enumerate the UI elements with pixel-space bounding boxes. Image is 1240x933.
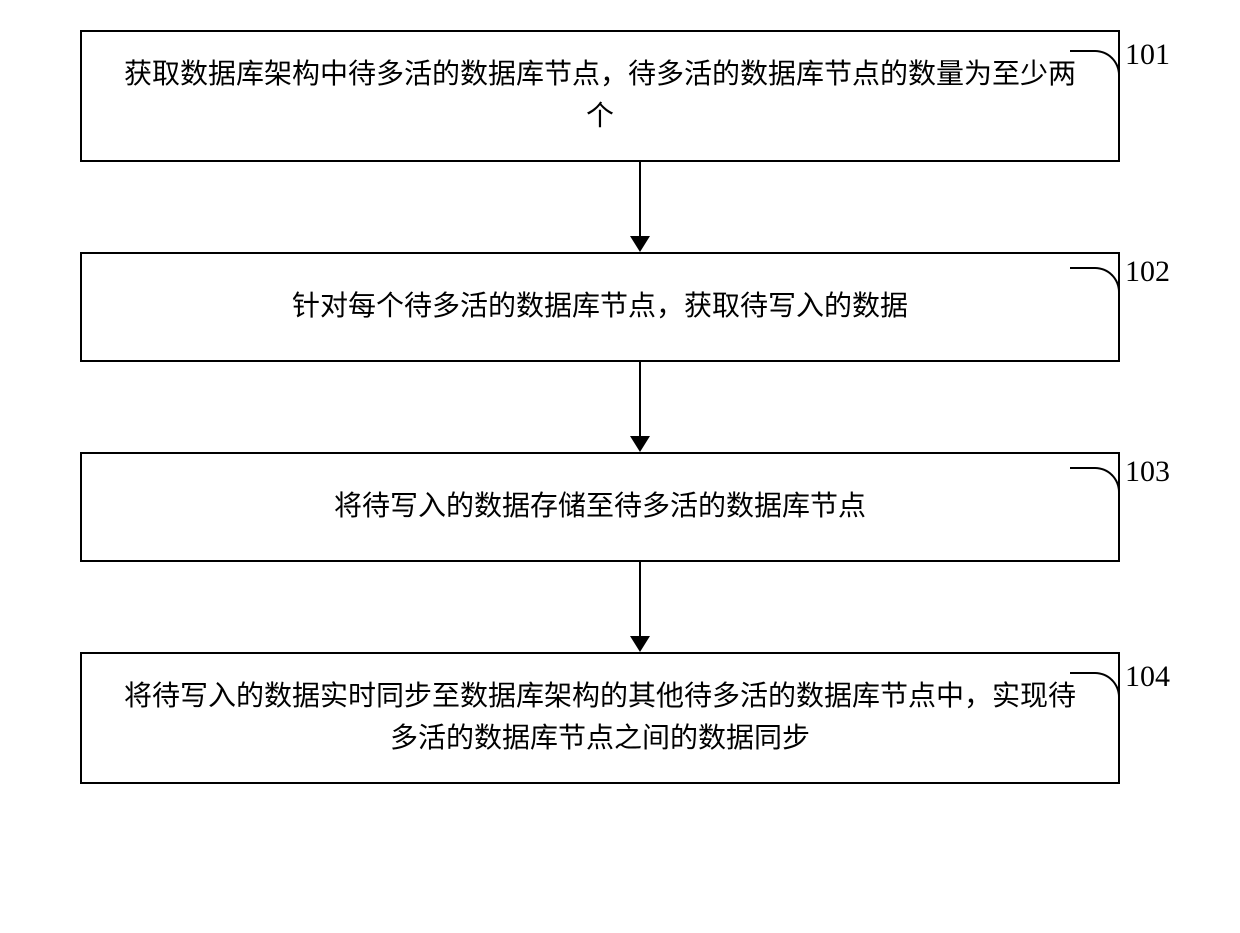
arrow-shaft bbox=[639, 562, 641, 636]
arrow-head-icon bbox=[630, 436, 650, 452]
flowchart-step-box: 将待写入的数据存储至待多活的数据库节点 bbox=[80, 452, 1120, 562]
step-text: 将待写入的数据实时同步至数据库架构的其他待多活的数据库节点中，实现待多活的数据库… bbox=[112, 676, 1088, 760]
flowchart-arrow bbox=[120, 562, 1160, 652]
step-number-label: 104 bbox=[1125, 660, 1170, 694]
flowchart-step-box: 针对每个待多活的数据库节点，获取待写入的数据 bbox=[80, 252, 1120, 362]
step-text: 获取数据库架构中待多活的数据库节点，待多活的数据库节点的数量为至少两个 bbox=[112, 54, 1088, 138]
flowchart-arrow bbox=[120, 362, 1160, 452]
flowchart-step-box: 将待写入的数据实时同步至数据库架构的其他待多活的数据库节点中，实现待多活的数据库… bbox=[80, 652, 1120, 784]
arrow-head-icon bbox=[630, 636, 650, 652]
flowchart-step-box: 获取数据库架构中待多活的数据库节点，待多活的数据库节点的数量为至少两个 bbox=[80, 30, 1120, 162]
arrow-head-icon bbox=[630, 236, 650, 252]
step-row-1: 获取数据库架构中待多活的数据库节点，待多活的数据库节点的数量为至少两个 101 bbox=[40, 30, 1200, 162]
step-text: 针对每个待多活的数据库节点，获取待写入的数据 bbox=[292, 286, 908, 328]
step-row-4: 将待写入的数据实时同步至数据库架构的其他待多活的数据库节点中，实现待多活的数据库… bbox=[40, 652, 1200, 784]
flowchart-container: 获取数据库架构中待多活的数据库节点，待多活的数据库节点的数量为至少两个 101 … bbox=[40, 30, 1200, 784]
step-number-label: 101 bbox=[1125, 38, 1170, 72]
arrow-shaft bbox=[639, 162, 641, 236]
step-row-3: 将待写入的数据存储至待多活的数据库节点 103 bbox=[40, 452, 1200, 562]
step-number-label: 103 bbox=[1125, 455, 1170, 489]
arrow-shaft bbox=[639, 362, 641, 436]
step-number-label: 102 bbox=[1125, 255, 1170, 289]
step-row-2: 针对每个待多活的数据库节点，获取待写入的数据 102 bbox=[40, 252, 1200, 362]
step-text: 将待写入的数据存储至待多活的数据库节点 bbox=[334, 486, 866, 528]
flowchart-arrow bbox=[120, 162, 1160, 252]
